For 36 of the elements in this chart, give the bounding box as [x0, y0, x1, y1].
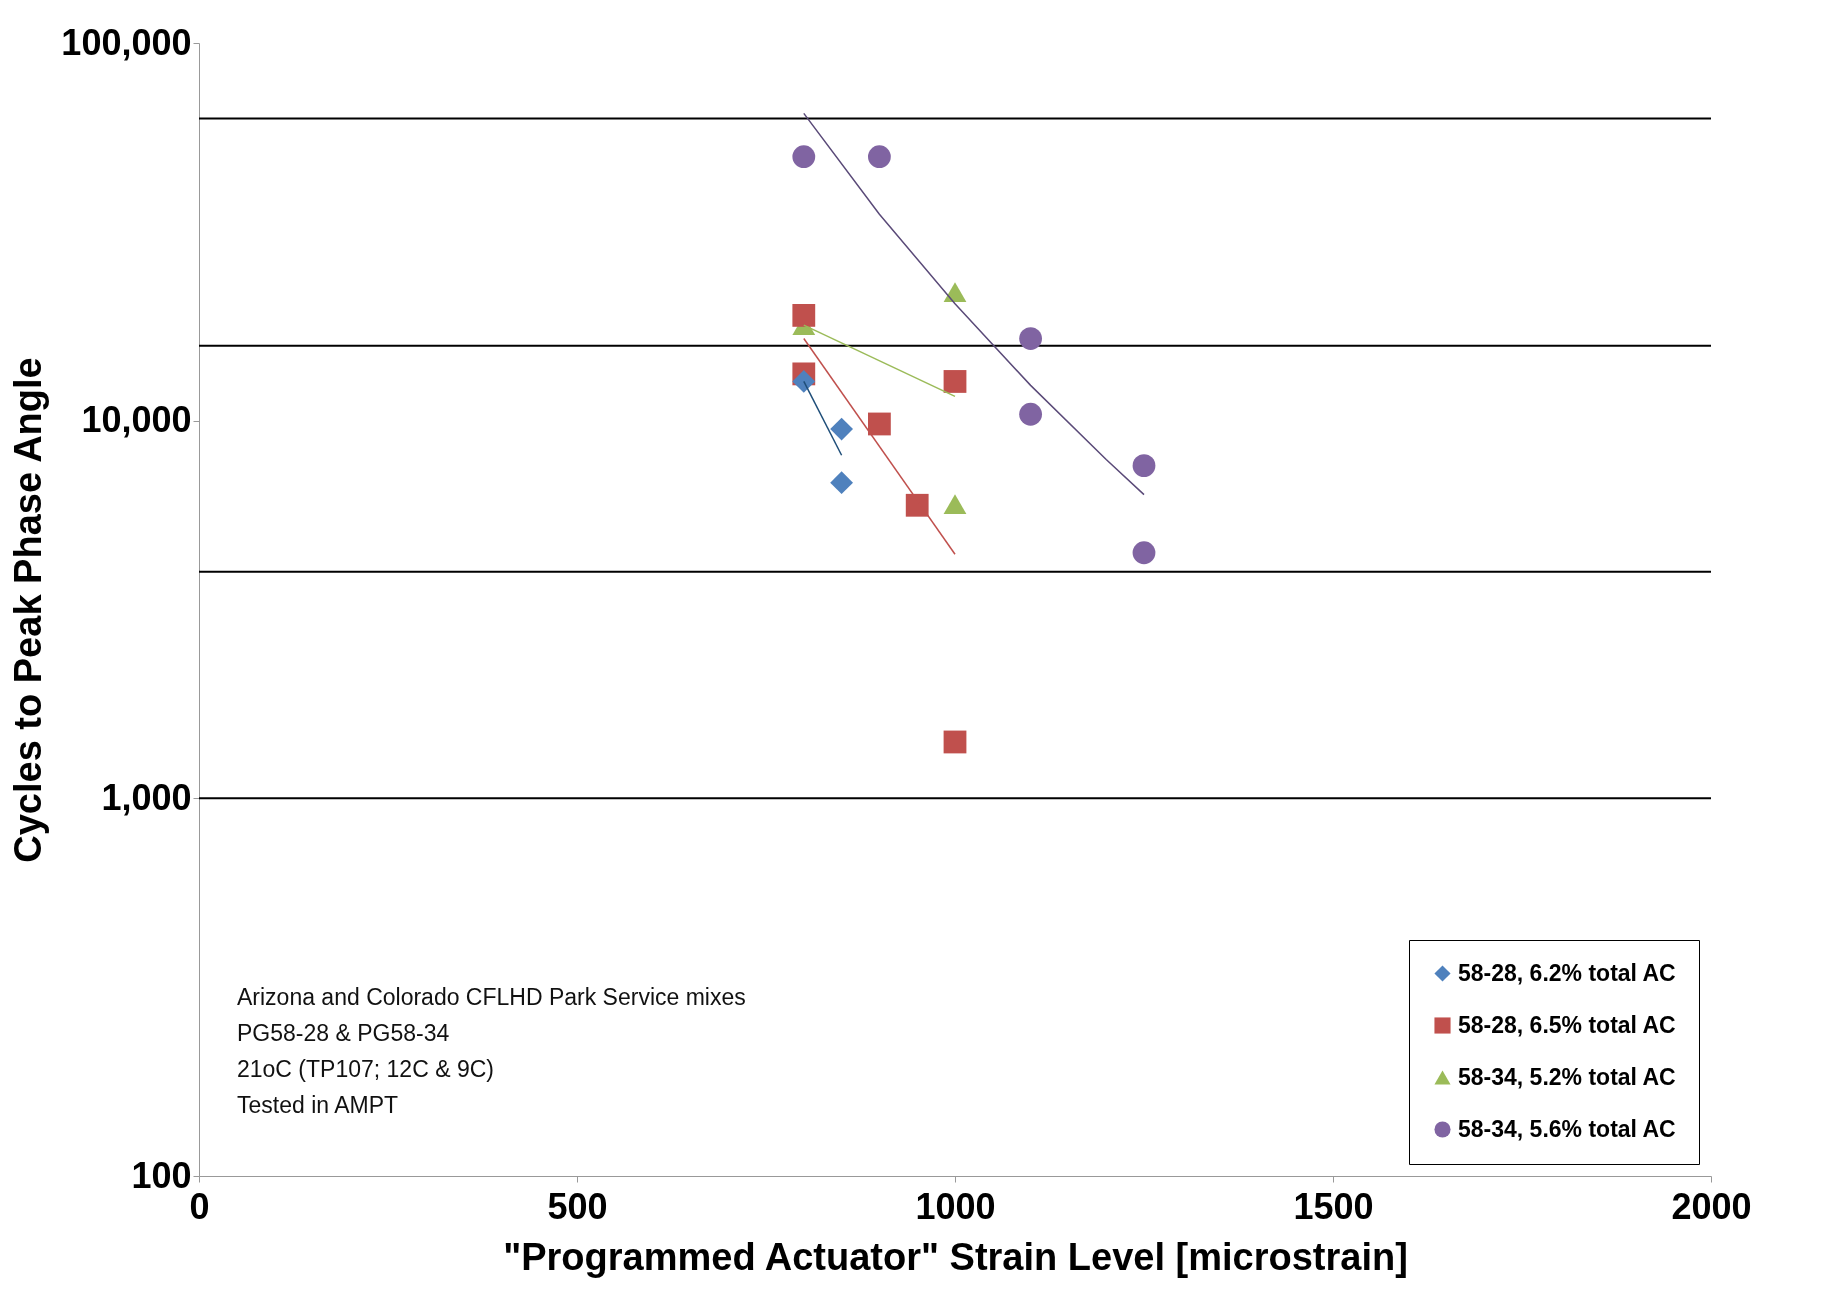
point	[830, 471, 853, 495]
legend-label: 58-28, 6.2% total AC	[1458, 959, 1676, 986]
legend-label: 58-34, 5.6% total AC	[1458, 1115, 1676, 1142]
y-tick-label: 100,000	[61, 21, 192, 63]
point	[1132, 541, 1156, 565]
legend-label: 58-34, 5.2% total AC	[1458, 1063, 1676, 1090]
x-tick-label: 0	[189, 1185, 210, 1227]
x-tick-label: 2000	[1671, 1185, 1752, 1227]
point	[943, 494, 967, 515]
annotation: Arizona and Colorado CFLHD Park Service mixes	[237, 984, 746, 1010]
x-tick-label: 1000	[915, 1185, 996, 1227]
point	[868, 145, 891, 169]
point	[1019, 327, 1042, 350]
annotation: 21oC (TP107; 12C & 9C)	[237, 1056, 494, 1082]
point	[1019, 402, 1042, 426]
point	[830, 417, 853, 441]
y-tick-label: 100	[131, 1154, 192, 1196]
point	[905, 493, 929, 517]
point	[792, 303, 816, 327]
x-axis-title: "Programmed Actuator" Strain Level [microstrain]	[503, 1235, 1408, 1278]
line-series	[803, 112, 1145, 496]
point	[868, 412, 891, 436]
y-tick-label: 1,000	[101, 776, 192, 818]
annotation: PG58-28 & PG58-34	[237, 1020, 450, 1046]
legend-label: 58-28, 6.5% total AC	[1458, 1011, 1676, 1038]
x-tick-label: 500	[547, 1185, 608, 1227]
y-axis-title: Cycles to Peak Phase Angle	[7, 357, 50, 863]
point	[792, 145, 816, 169]
point	[1132, 454, 1156, 478]
point	[943, 282, 967, 302]
x-tick-label: 1500	[1293, 1185, 1374, 1227]
annotation: Tested in AMPT	[237, 1092, 399, 1118]
point	[792, 370, 816, 393]
y-tick-label: 10,000	[81, 399, 192, 441]
point	[943, 370, 967, 393]
point	[943, 730, 967, 754]
